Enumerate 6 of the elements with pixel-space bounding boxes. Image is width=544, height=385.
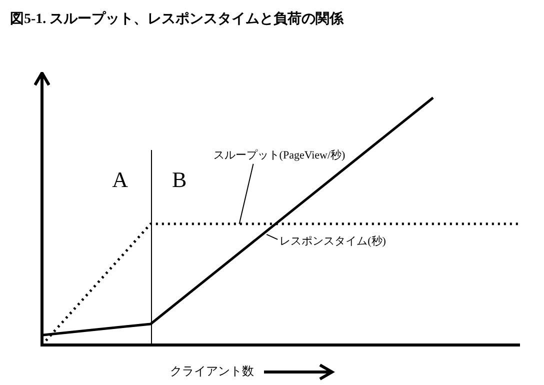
x-axis-title: クライアント数 xyxy=(170,364,254,378)
annotation: B xyxy=(172,166,187,192)
legend-label: レスポンスタイム(秒) xyxy=(280,235,386,248)
text: スループット(PageView/秒) xyxy=(213,148,346,162)
chart-title: 図5-1. スループット、レスポンスタイムと負荷の関係 xyxy=(10,10,344,28)
annotation: A xyxy=(112,166,128,192)
